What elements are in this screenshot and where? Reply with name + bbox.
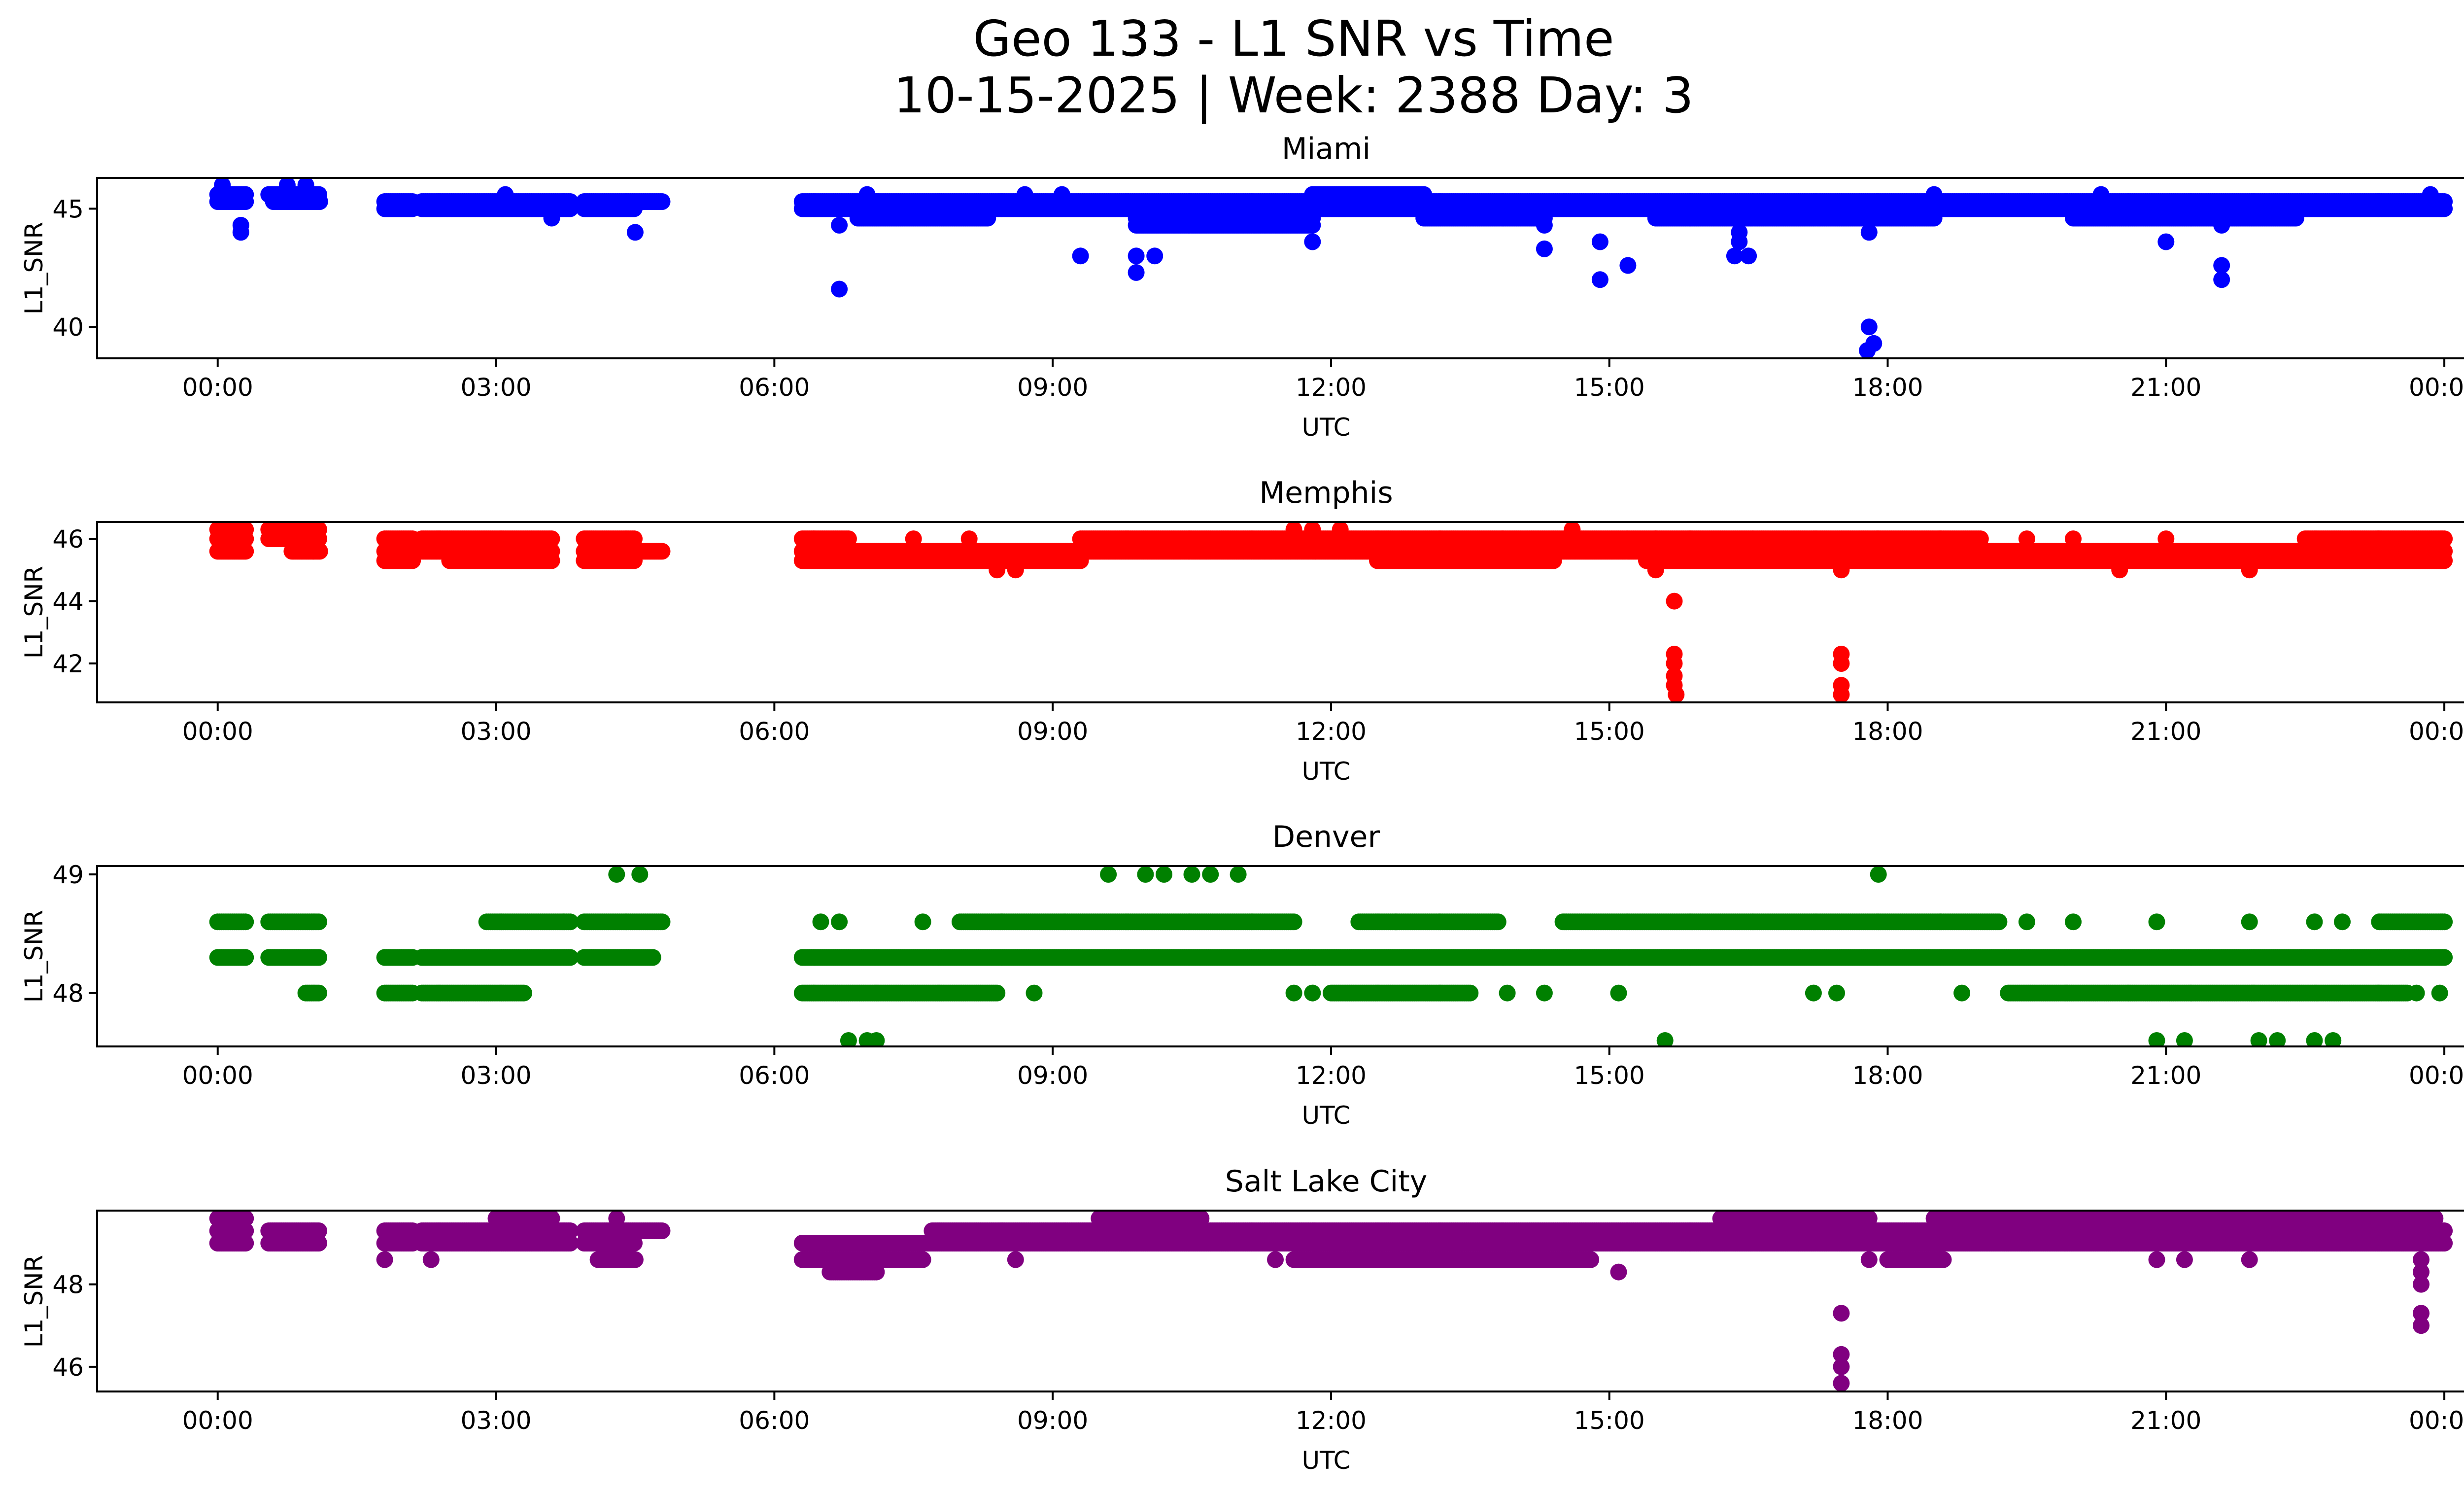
data-point bbox=[1072, 552, 1089, 569]
data-point-outlier bbox=[2092, 186, 2110, 203]
y-axis-label: L1_SNR bbox=[20, 222, 48, 315]
x-tick-label: 00:00 bbox=[2409, 373, 2464, 402]
x-tick-label: 21:00 bbox=[2130, 373, 2201, 402]
data-point-outlier bbox=[1304, 233, 1321, 250]
data-point-outlier bbox=[2422, 186, 2439, 203]
y-tick-label: 45 bbox=[52, 195, 84, 223]
scatter-points bbox=[209, 178, 2453, 358]
data-point bbox=[1304, 216, 1321, 234]
data-point bbox=[626, 552, 643, 569]
x-tick-label: 12:00 bbox=[1296, 373, 1367, 402]
data-point-outlier bbox=[1536, 240, 1553, 257]
data-point-outlier bbox=[1128, 264, 1145, 281]
data-point bbox=[653, 543, 671, 560]
x-tick-label: 15:00 bbox=[1574, 373, 1645, 402]
data-point-outlier bbox=[1536, 216, 1553, 234]
x-tick-label: 09:00 bbox=[1017, 373, 1088, 402]
data-point-outlier bbox=[2213, 216, 2230, 234]
data-point-outlier bbox=[858, 186, 876, 203]
data-point-outlier bbox=[1591, 271, 1608, 288]
data-point bbox=[653, 193, 671, 210]
data-point-outlier bbox=[1860, 224, 1878, 241]
data-point-outlier bbox=[1731, 224, 1748, 241]
data-point bbox=[2436, 200, 2453, 217]
data-point-outlier bbox=[1619, 257, 1637, 274]
data-point-outlier bbox=[1726, 247, 1743, 265]
data-point bbox=[237, 193, 254, 210]
x-tick-label: 03:00 bbox=[460, 373, 531, 402]
data-point bbox=[626, 200, 643, 217]
y-tick-label: 40 bbox=[52, 313, 84, 342]
data-point-outlier bbox=[626, 224, 644, 241]
data-point-outlier bbox=[1072, 247, 1089, 265]
data-point bbox=[1925, 209, 1943, 227]
data-point-outlier bbox=[1925, 186, 1943, 203]
data-point-outlier bbox=[2157, 233, 2175, 250]
data-point-outlier bbox=[278, 178, 296, 194]
figure-title: Geo 133 - L1 SNR vs Time bbox=[973, 10, 1614, 68]
data-point-outlier bbox=[1146, 247, 1164, 265]
x-axis-label: UTC bbox=[1301, 413, 1350, 442]
y-axis-ticks: 40 45 bbox=[52, 195, 97, 342]
data-point bbox=[311, 543, 328, 560]
x-tick-label: 00:00 bbox=[182, 373, 253, 402]
data-point-outlier bbox=[1860, 318, 1878, 336]
x-axis-ticks: 00:00 03:00 06:00 09:00 12:00 15:00 18:00 21:00… bbox=[182, 358, 2464, 402]
data-point-outlier bbox=[1865, 335, 1882, 352]
data-point-outlier bbox=[1591, 233, 1608, 250]
panel-miami: Miami 40 45 00:00 03:00 06:00 09:00 12:00 15:0… bbox=[20, 132, 2464, 442]
data-point-outlier bbox=[2213, 257, 2230, 274]
data-point-outlier bbox=[831, 280, 848, 298]
data-point-outlier bbox=[214, 178, 231, 194]
scatter-points bbox=[209, 522, 2453, 702]
data-point bbox=[543, 552, 560, 569]
data-point-outlier bbox=[543, 209, 560, 227]
figure-subtitle: 10-15-2025 | Week: 2388 Day: 3 bbox=[893, 67, 1693, 124]
data-point-outlier bbox=[1053, 186, 1070, 203]
axes-frame bbox=[96, 177, 2464, 359]
panel-title: Miami bbox=[1282, 132, 1370, 166]
data-point bbox=[979, 209, 996, 227]
x-tick-label: 18:00 bbox=[1852, 373, 1923, 402]
data-point-outlier bbox=[1740, 247, 1757, 265]
data-point-outlier bbox=[1128, 247, 1145, 265]
data-point-outlier bbox=[2213, 271, 2230, 288]
data-point-outlier bbox=[297, 178, 314, 194]
x-tick-label: 06:00 bbox=[739, 373, 810, 402]
data-point bbox=[237, 543, 254, 560]
panel-title: Memphis bbox=[1259, 476, 1393, 510]
data-point bbox=[1415, 186, 1433, 203]
data-point-outlier bbox=[831, 216, 848, 234]
data-point-outlier bbox=[1016, 186, 1033, 203]
data-point bbox=[562, 200, 579, 217]
data-point bbox=[2287, 209, 2304, 227]
data-point bbox=[311, 193, 328, 210]
data-point bbox=[1545, 552, 1562, 569]
data-point-outlier bbox=[232, 224, 249, 241]
data-point-outlier bbox=[497, 186, 514, 203]
